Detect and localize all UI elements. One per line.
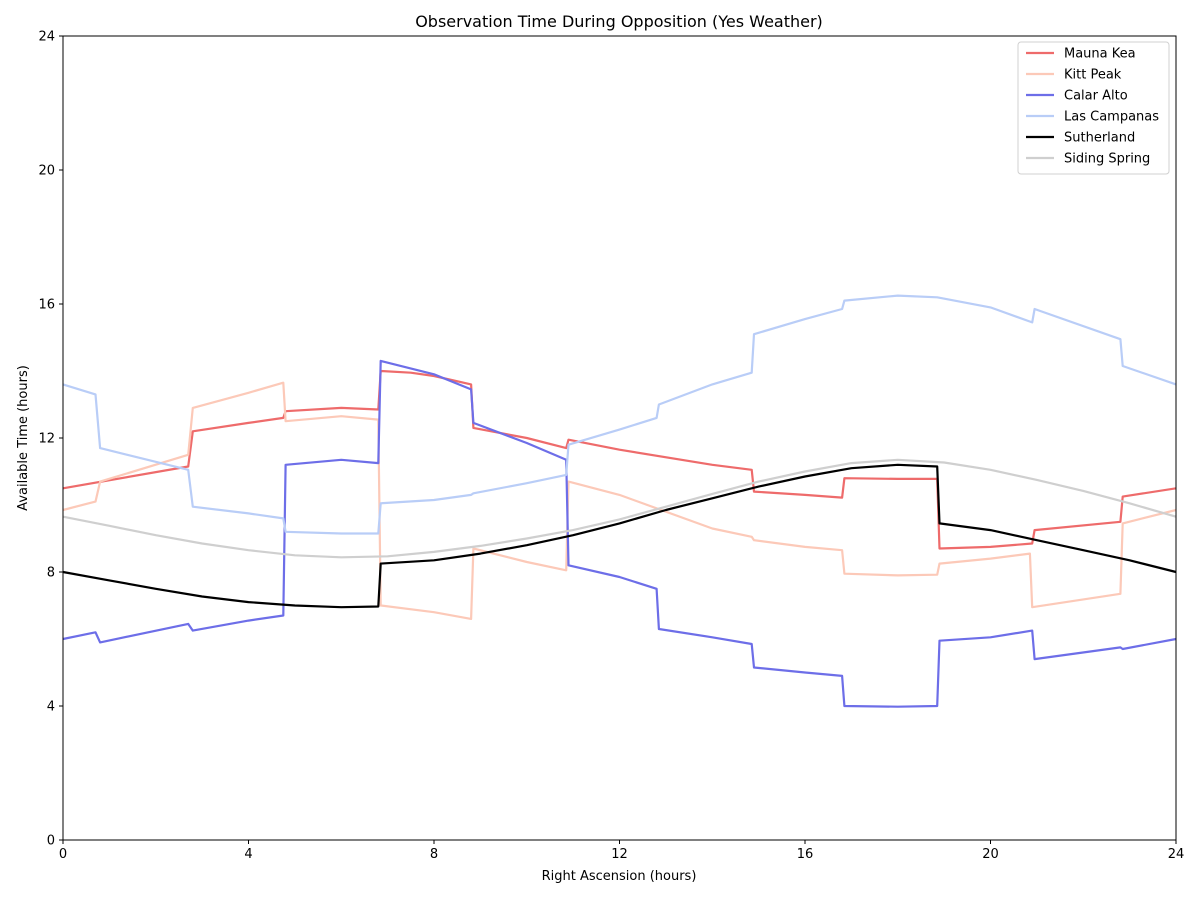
y-tick-label: 4 [47,700,55,715]
legend-label: Kitt Peak [1064,68,1122,83]
x-tick-label: 4 [244,847,252,862]
series-line-kitt-peak [62,381,1177,620]
y-tick-label: 20 [38,164,55,179]
series-line-mauna-kea [62,369,1177,550]
series-line-calar-alto [62,359,1177,708]
series-layer [62,294,1177,708]
y-tick-label: 8 [47,566,55,581]
y-tick-label: 12 [38,432,55,447]
chart-title: Observation Time During Opposition (Yes … [415,12,823,31]
y-tick-label: 24 [38,30,55,45]
x-tick-label: 0 [59,847,67,862]
legend-label: Sutherland [1064,131,1135,146]
legend-label: Siding Spring [1064,152,1150,167]
legend-label: Calar Alto [1064,89,1128,104]
x-axis-label: Right Ascension (hours) [542,869,697,884]
plot-frame [62,35,1177,841]
y-axis-label: Available Time (hours) [16,365,31,511]
x-axis: 0 4 8 12 16 20 24 [59,840,1184,862]
series-line-siding-spring [62,458,1177,559]
legend-label: Mauna Kea [1064,47,1136,62]
y-tick-label: 16 [38,298,55,313]
x-tick-label: 20 [982,847,999,862]
x-tick-label: 24 [1168,847,1185,862]
series-line-sutherland [62,463,1177,609]
series-line-las-campanas [62,294,1177,535]
legend-label: Las Campanas [1064,110,1159,125]
y-tick-label: 0 [47,834,55,849]
y-axis: 0 4 8 12 16 20 24 [38,30,63,849]
x-tick-label: 12 [611,847,628,862]
x-tick-label: 16 [797,847,814,862]
legend: Mauna Kea Kitt Peak Calar Alto Las Campanas… [1017,41,1170,175]
x-tick-label: 8 [430,847,438,862]
legend-box [1017,41,1170,175]
